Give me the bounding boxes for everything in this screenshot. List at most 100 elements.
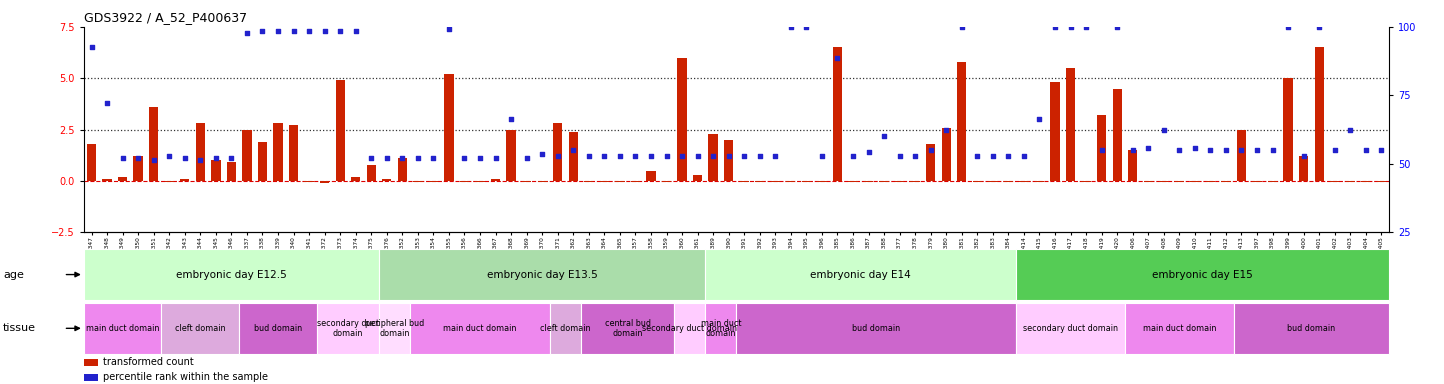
Point [888, 153, 911, 159]
Bar [445, 74, 453, 181]
Point [842, 153, 865, 159]
Point [1214, 147, 1238, 153]
Bar [911, 181, 920, 182]
Point [391, 155, 414, 161]
Text: bud domain: bud domain [1288, 324, 1336, 333]
Text: central bud
domain: central bud domain [605, 319, 651, 338]
Bar [553, 123, 562, 181]
Text: tissue: tissue [3, 323, 36, 333]
Point [1044, 24, 1067, 30]
Bar [1330, 181, 1340, 182]
Point [1354, 147, 1378, 153]
Point [764, 153, 787, 159]
Point [982, 153, 1005, 159]
Bar [1376, 181, 1386, 182]
Point [142, 157, 165, 164]
Bar [1174, 181, 1184, 182]
Point [1308, 24, 1331, 30]
Point [1121, 147, 1144, 153]
Bar [957, 62, 966, 181]
Bar [801, 181, 812, 182]
Text: main duct
domain: main duct domain [700, 319, 741, 338]
Bar [585, 181, 593, 182]
Bar [1017, 303, 1125, 354]
Bar [723, 140, 734, 181]
Bar [305, 181, 313, 182]
Bar [705, 249, 1017, 300]
Bar [383, 179, 391, 181]
Bar [429, 181, 438, 182]
Text: cleft domain: cleft domain [175, 324, 225, 333]
Bar [87, 144, 97, 181]
Bar [550, 303, 580, 354]
Bar [709, 134, 718, 181]
Bar [739, 181, 749, 182]
Bar [1128, 150, 1138, 181]
Point [438, 26, 461, 32]
Point [1168, 147, 1191, 153]
Bar [243, 129, 251, 181]
Point [934, 126, 957, 132]
Bar [926, 144, 936, 181]
Bar [165, 181, 173, 182]
Point [453, 155, 477, 161]
Point [794, 24, 817, 30]
Point [173, 155, 196, 161]
Point [904, 153, 927, 159]
Text: embryonic day E14: embryonic day E14 [810, 270, 911, 280]
Text: secondary duct domain: secondary duct domain [643, 324, 738, 333]
Point [562, 147, 585, 153]
Point [344, 28, 367, 34]
Point [624, 153, 647, 159]
Point [608, 153, 631, 159]
Text: percentile rank within the sample: percentile rank within the sample [103, 372, 267, 382]
Bar [1035, 181, 1044, 182]
Bar [631, 181, 640, 182]
Bar [491, 179, 500, 181]
Bar [661, 181, 671, 182]
Bar [118, 177, 127, 181]
Point [313, 28, 336, 34]
Bar [133, 156, 143, 181]
Point [1090, 147, 1113, 153]
Point [950, 24, 973, 30]
Bar [973, 181, 982, 182]
Bar [1190, 181, 1200, 182]
Point [95, 100, 118, 106]
Point [966, 153, 989, 159]
Bar [273, 123, 283, 181]
Point [702, 153, 725, 159]
Bar [1346, 181, 1354, 182]
Bar [180, 179, 189, 181]
Point [640, 153, 663, 159]
Bar [864, 181, 874, 182]
Bar [848, 181, 858, 182]
Bar [1160, 181, 1168, 182]
Text: embryonic day E12.5: embryonic day E12.5 [176, 270, 287, 280]
Bar [335, 80, 345, 181]
Bar [736, 303, 1017, 354]
Bar [1125, 303, 1233, 354]
Bar [705, 303, 736, 354]
Bar [647, 170, 656, 181]
Point [1199, 147, 1222, 153]
Point [578, 153, 601, 159]
Point [189, 157, 212, 164]
Bar [195, 123, 205, 181]
Bar [240, 303, 316, 354]
Bar [817, 181, 826, 182]
Point [1292, 153, 1315, 159]
Point [422, 155, 445, 161]
Bar [316, 303, 378, 354]
Text: bud domain: bud domain [852, 324, 901, 333]
Text: main duct domain: main duct domain [85, 324, 159, 333]
Bar [521, 181, 531, 182]
Bar [941, 127, 952, 181]
Point [282, 28, 305, 34]
Point [1339, 126, 1362, 132]
Point [1106, 24, 1129, 30]
Bar [378, 303, 410, 354]
Bar [755, 181, 764, 182]
Text: main duct domain: main duct domain [1142, 324, 1216, 333]
Bar [1362, 181, 1370, 182]
